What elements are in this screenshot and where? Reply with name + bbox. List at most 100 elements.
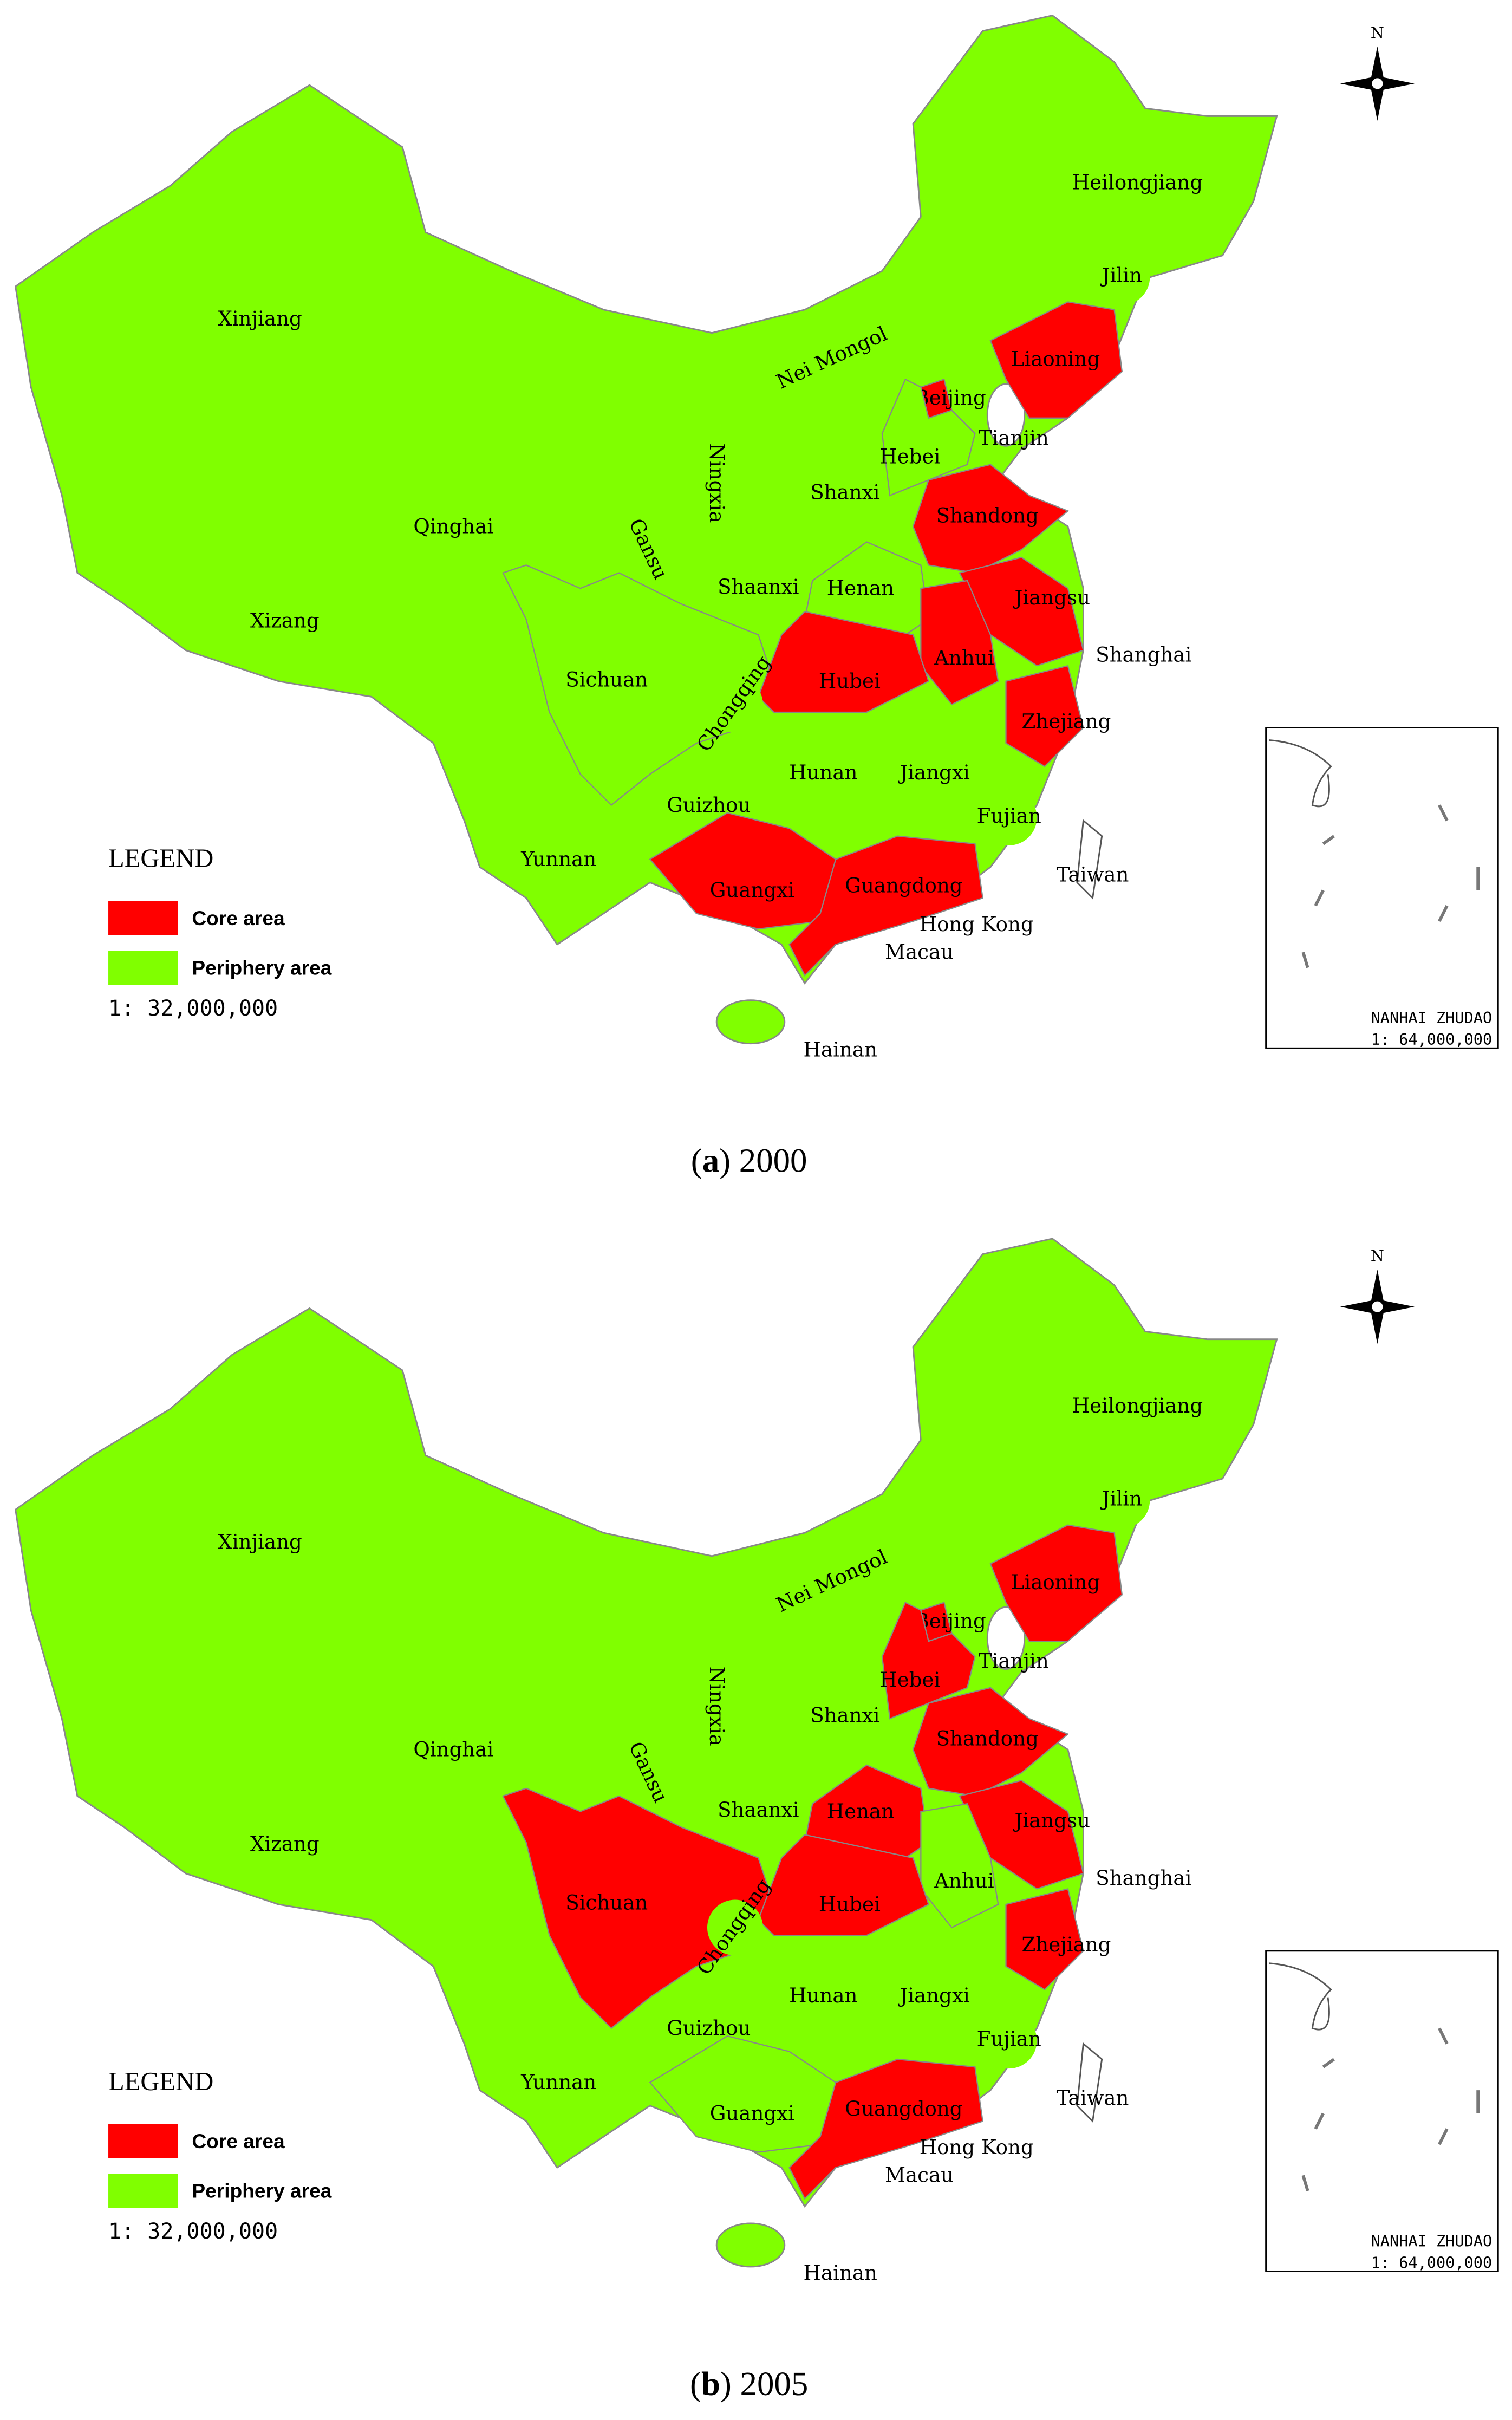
province-label: Zhejiang [1022, 710, 1111, 733]
province-shape [257, 1818, 313, 1873]
province-shape [912, 1687, 1070, 1797]
province-shape [805, 1554, 861, 1610]
province-label: Beijing [915, 386, 986, 409]
province-shape [981, 2013, 1037, 2069]
legend-label: Periphery area [192, 956, 331, 979]
legend-swatch [108, 2174, 178, 2208]
province-shape [788, 2058, 983, 2200]
province-label: Taiwan [1057, 2086, 1129, 2110]
province-shape [619, 522, 675, 578]
province-shape [425, 1723, 481, 1779]
province-label: Hubei [819, 1892, 881, 1916]
province-label: Henan [827, 577, 894, 600]
legend-label: Periphery area [192, 2180, 331, 2202]
province-label: Hebei [879, 1668, 940, 1692]
caption: (a) 2000 [691, 1142, 807, 1180]
province-shape [707, 676, 763, 733]
taiwan-shape [1076, 819, 1103, 900]
inset-dash [1438, 2128, 1449, 2145]
inset-label: NANHAI ZHUDAO [1371, 1009, 1493, 1027]
province-label: Guangdong [845, 874, 962, 897]
inset-dash [1314, 2112, 1325, 2130]
legend-title: LEGEND [108, 844, 213, 873]
inset-dash [1301, 952, 1309, 968]
province-shape [881, 1602, 976, 1720]
province-label: Guizhou [667, 793, 751, 817]
province-shape [989, 301, 1123, 419]
inset-scale: 1: 64,000,000 [1371, 1030, 1493, 1049]
taiwan-shape [1076, 2042, 1103, 2123]
legend-swatch [108, 901, 178, 935]
province-label: Yunnan [520, 2071, 596, 2094]
province-label: Henan [827, 1800, 894, 1823]
province-shape [707, 1899, 763, 1956]
province-shape [531, 832, 587, 889]
caption-part: ) 2000 [719, 1142, 807, 1180]
province-label: Taiwan [1057, 863, 1129, 886]
province-label: Guangdong [845, 2097, 962, 2120]
province-shape [795, 1969, 851, 2026]
province-label: Hebei [879, 445, 940, 469]
province-label: Fujian [977, 804, 1041, 828]
province-label: Ningxia [705, 1667, 728, 1746]
province-label: Anhui [934, 646, 994, 669]
province-label: Guangxi [710, 879, 794, 902]
province-label: Jilin [1100, 1487, 1142, 1510]
province-label: Guizhou [667, 2016, 751, 2040]
province-label: Xinjiang [218, 1531, 302, 1554]
legend-swatch [108, 951, 178, 985]
province-shape [1109, 156, 1165, 212]
legend-label: Core area [192, 2130, 285, 2152]
caption-part: b [701, 2365, 720, 2403]
province-shape [232, 1515, 288, 1572]
province-label: Jiangsu [1012, 586, 1090, 609]
province-label: Xinjiang [218, 307, 302, 330]
hainan-shape [715, 999, 786, 1045]
province-label: Guangxi [710, 2102, 794, 2125]
province-label: Liaoning [1011, 1571, 1100, 1594]
province-label: Tianjin [979, 426, 1049, 450]
inset-dash [1322, 835, 1335, 845]
province-label: Shanxi [810, 480, 879, 504]
province-label: Xizang [250, 1832, 320, 1856]
legend-label: Core area [192, 907, 285, 929]
province-shape [817, 1689, 873, 1745]
province-label: Shandong [936, 504, 1039, 527]
province-label: Shandong [936, 1727, 1039, 1751]
province-label: Ningxia [705, 443, 728, 523]
inset-dash [1322, 2058, 1335, 2068]
province-label: Heilongjiang [1072, 1394, 1203, 1417]
caption-part: a [702, 1142, 719, 1180]
scale-label: 1: 32,000,000 [108, 2219, 278, 2244]
province-label: Shanghai [1096, 643, 1191, 667]
province-shape [989, 1524, 1123, 1642]
province-shape [730, 1784, 786, 1840]
bohai-sea [986, 383, 1026, 447]
bohai-sea [986, 1606, 1026, 1670]
province-label: Qinghai [413, 1738, 493, 1761]
caption-part: ( [690, 2365, 701, 2403]
province-label: Sichuan [565, 668, 648, 691]
inset-dash [1438, 2027, 1449, 2045]
province-label: Jilin [1100, 264, 1142, 287]
inset-dash [1438, 804, 1449, 822]
province-label: Hong Kong [920, 2136, 1034, 2159]
province-label: Shanghai [1096, 1866, 1191, 1890]
province-shape [425, 500, 481, 556]
province-label: Hong Kong [920, 913, 1034, 936]
province-shape [687, 1678, 743, 1734]
inset-box [1265, 1950, 1499, 2273]
province-label: Hainan [804, 2261, 877, 2285]
province-label: Tianjin [979, 1650, 1049, 1673]
province-label: Hunan [789, 761, 857, 784]
province-shape [1109, 1380, 1165, 1435]
province-shape [232, 292, 288, 349]
inset-dash [1301, 2175, 1309, 2191]
province-label: Beijing [915, 1609, 986, 1632]
province-label: Hubei [819, 669, 881, 693]
inset-scale: 1: 64,000,000 [1371, 2253, 1493, 2272]
province-shape [619, 1745, 675, 1801]
province-label: Hunan [789, 1984, 857, 2007]
